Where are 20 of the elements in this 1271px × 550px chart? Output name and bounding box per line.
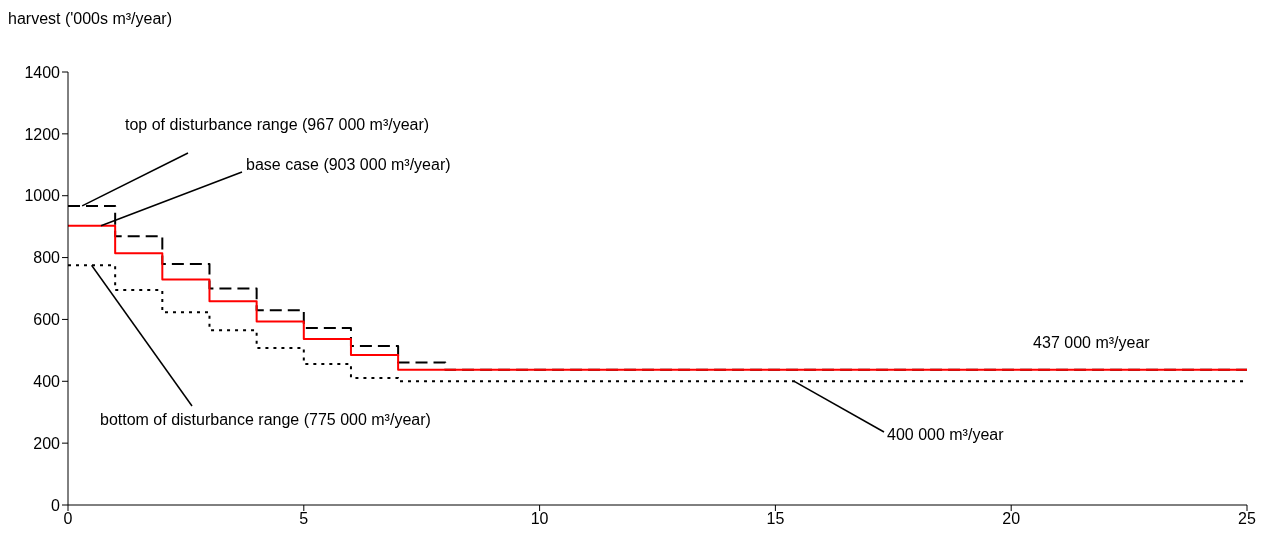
y-tick-label: 1400 — [24, 63, 61, 81]
annotation: top of disturbance range (967 000 m³/year) — [125, 116, 430, 133]
y-tick-label: 200 — [33, 434, 61, 452]
annotation: bottom of disturbance range (775 000 m³/year) — [100, 411, 431, 428]
y-tick-label: 600 — [33, 311, 61, 329]
y-tick-label: 0 — [51, 496, 61, 514]
y-axis-title: harvest ('000s m³/year) — [8, 10, 172, 28]
x-tick-label: 5 — [299, 510, 309, 528]
x-tick-label: 0 — [63, 510, 73, 528]
x-tick-label: 20 — [1002, 510, 1021, 528]
annotation: 437 000 m³/year — [1033, 333, 1151, 351]
y-tick-label: 800 — [33, 249, 61, 267]
x-tick-label: 15 — [766, 510, 785, 528]
y-tick-label: 1000 — [24, 187, 61, 205]
annotation: base case (903 000 m³/year) — [246, 156, 451, 173]
y-tick-label: 400 — [33, 372, 61, 390]
x-tick-label: 10 — [530, 510, 549, 528]
y-tick-label: 1200 — [24, 125, 61, 143]
annotation: 400 000 m³/year — [887, 426, 1005, 443]
x-tick-label: 25 — [1238, 510, 1256, 528]
